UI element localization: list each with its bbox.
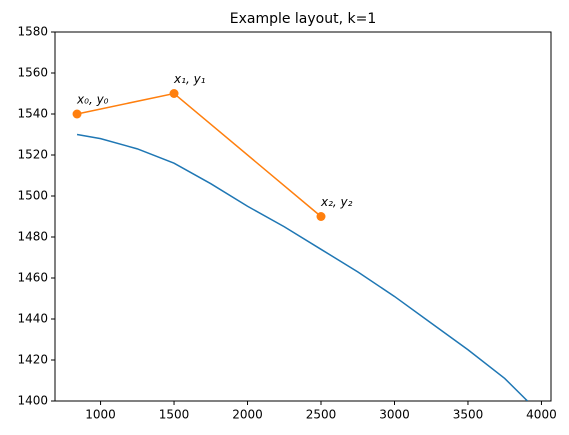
y-tick-label: 1500: [17, 189, 48, 203]
y-tick-label: 1480: [17, 230, 48, 244]
x-tick-label: 1000: [85, 408, 116, 422]
y-tick-label: 1400: [17, 394, 48, 408]
y-tick-label: 1420: [17, 353, 48, 367]
point-label: x₂, y₂: [320, 195, 353, 209]
y-tick-label: 1580: [17, 25, 48, 39]
x-tick-label: 2000: [232, 408, 263, 422]
y-tick-label: 1540: [17, 107, 48, 121]
line: [76, 133, 529, 401]
x-tick-label: 1500: [159, 408, 190, 422]
x-tick-label: 4000: [526, 408, 557, 422]
point: [72, 109, 82, 119]
point: [169, 89, 179, 98]
chart-title: Example layout, k=1: [230, 11, 377, 27]
y-tick-label: 1440: [17, 312, 48, 326]
axes-frame: [54, 31, 552, 402]
y-tick-label: 1560: [17, 66, 48, 80]
y-tick-label: 1520: [17, 148, 48, 162]
point-label: x₀, y₀: [76, 93, 109, 107]
point-label: x₁, y₁: [173, 72, 206, 86]
line: [76, 92, 322, 218]
x-tick-label: 3500: [453, 408, 484, 422]
x-tick-label: 3000: [379, 408, 410, 422]
x-tick-label: 2500: [306, 408, 337, 422]
point: [316, 212, 326, 221]
y-tick-label: 1460: [17, 271, 48, 285]
